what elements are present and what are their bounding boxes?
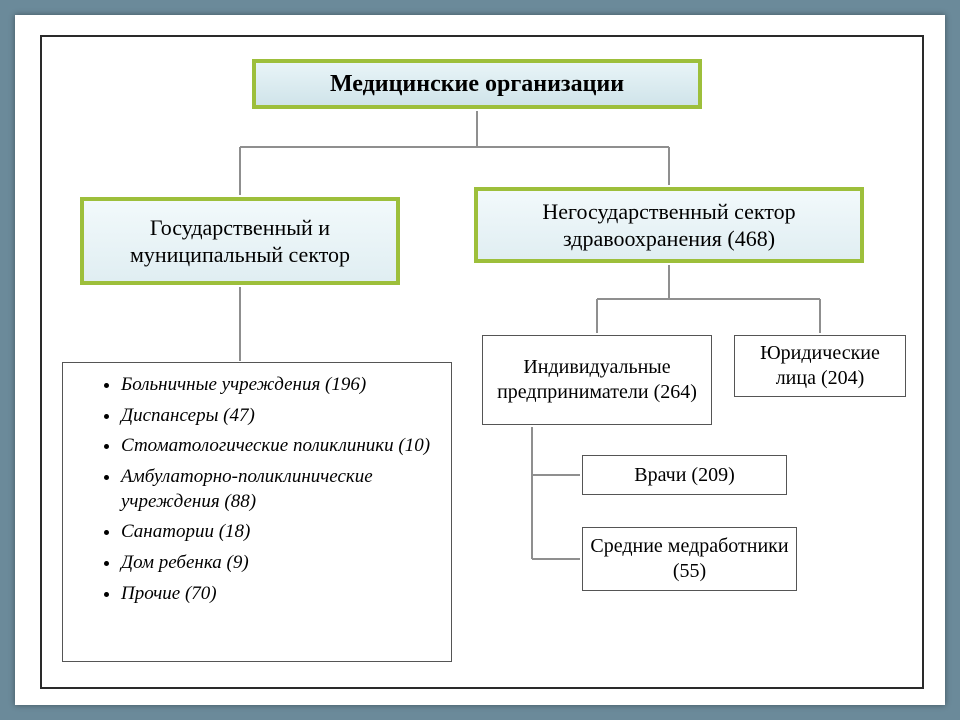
sred-med-label: Средние медработники (55) [589,534,790,584]
bullet-item: Прочие (70) [121,582,441,607]
ind-pred-label: Индивидуальные предприниматели (264) [489,355,705,405]
diagram-frame: Медицинские организации Государственный … [40,35,924,689]
vrachi-label: Врачи (209) [634,463,735,488]
yur-lica-label: Юридические лица (204) [741,341,899,391]
left-sector-node: Государственный и муниципальный сектор [80,197,400,285]
slide-canvas: Медицинские организации Государственный … [15,15,945,705]
root-label: Медицинские организации [330,69,624,99]
root-node: Медицинские организации [252,59,702,109]
bullet-item: Дом ребенка (9) [121,551,441,576]
bullet-list: Больничные учреждения (196) Диспансеры (4… [73,373,441,607]
right-sector-label: Негосударственный сектор здравоохранения… [488,198,850,253]
vrachi-node: Врачи (209) [582,455,787,495]
yur-lica-node: Юридические лица (204) [734,335,906,397]
sred-med-node: Средние медработники (55) [582,527,797,591]
left-sector-label: Государственный и муниципальный сектор [94,214,386,269]
ind-pred-node: Индивидуальные предприниматели (264) [482,335,712,425]
bullet-item: Диспансеры (47) [121,404,441,429]
bullet-item: Стоматологические поликлиники (10) [121,434,441,459]
right-sector-node: Негосударственный сектор здравоохранения… [474,187,864,263]
bullet-item: Санатории (18) [121,520,441,545]
bullet-item: Амбулаторно-поликлинические учреждения (… [121,465,441,514]
bullet-list-box: Больничные учреждения (196) Диспансеры (4… [62,362,452,662]
bullet-item: Больничные учреждения (196) [121,373,441,398]
